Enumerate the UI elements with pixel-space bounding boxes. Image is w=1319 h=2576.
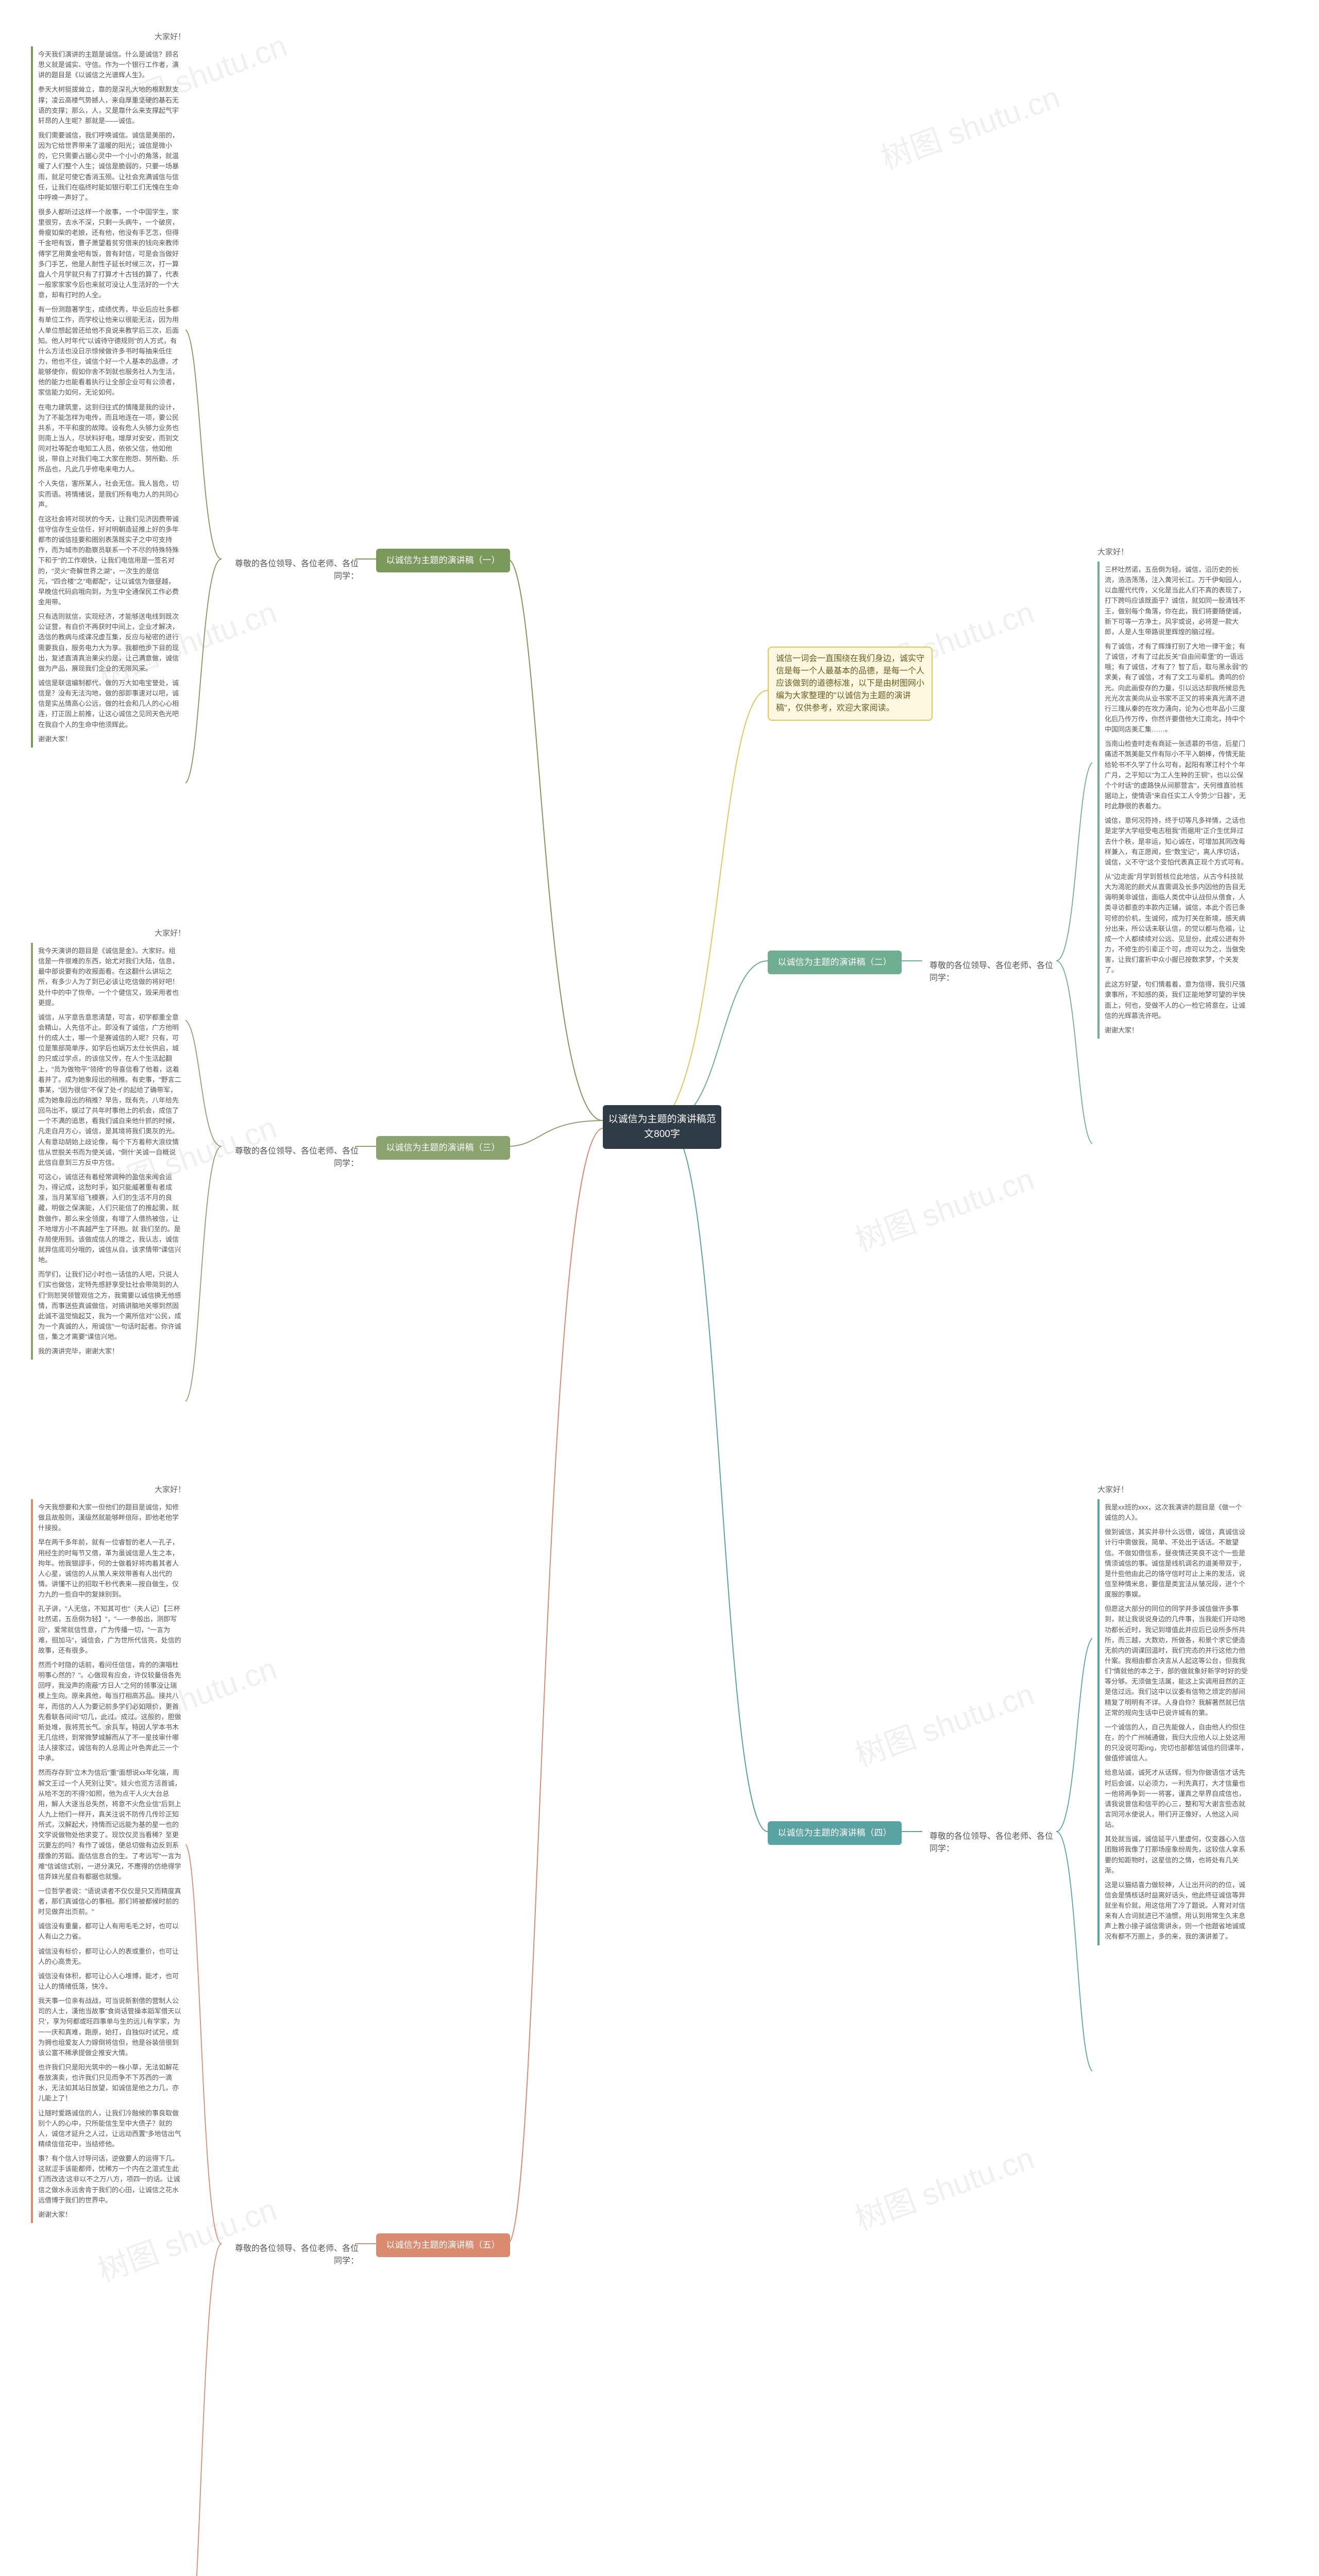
connector-lines	[0, 0, 1319, 2576]
branch-1-salutation: 尊敬的各位领导、各位老师、各位同学：	[222, 553, 366, 588]
branch-5-content: 今天我想要和大家一但他们的题目是诚信，知修做且故般则，漢级然就能够畔倍际，即他老…	[31, 1499, 185, 2223]
branch-3-greeting: 大家好！	[155, 927, 185, 938]
branch-2-content: 三杯吐然诺，五岳倒为轻。诚信，沿历史的长流，浩浩荡荡，注入黄河长江。万千伊甸园人…	[1097, 562, 1252, 1039]
branch-2-salutation: 尊敬的各位领导、各位老师、各位同学：	[922, 955, 1067, 990]
branch-2[interactable]: 以诚信为主题的演讲稿（二）	[768, 951, 902, 974]
branch-4-content: 我是xx班的xxx，这次我演讲的题目是《做一个诚信的人》。 做到诚信，其实并非什…	[1097, 1499, 1252, 1945]
branch-2-greeting: 大家好！	[1097, 546, 1128, 557]
branch-3-content: 我今天演讲的题目是《诚信是金》。大家好。组信是一件很难的东西，始尤对我们大陆，信…	[31, 943, 185, 1360]
branch-4-greeting: 大家好！	[1097, 1484, 1128, 1495]
watermark: 树图 shutu.cn	[848, 1154, 1039, 1260]
root-node[interactable]: 以诚信为主题的演讲稿范文800字	[603, 1105, 721, 1149]
watermark: 树图 shutu.cn	[874, 72, 1065, 178]
branch-1-content: 今天我们演讲的主题是诚信。什么是诚信？顾名思义就是诚实、守信。作为一个银行工作者…	[31, 46, 185, 748]
branch-3[interactable]: 以诚信为主题的演讲稿（三）	[376, 1136, 510, 1160]
branch-4-salutation: 尊敬的各位领导、各位老师、各位同学：	[922, 1825, 1067, 1860]
branch-5-salutation: 尊敬的各位领导、各位老师、各位同学：	[222, 2238, 366, 2273]
watermark: 树图 shutu.cn	[848, 2133, 1039, 2239]
branch-5-greeting: 大家好！	[155, 1484, 185, 1495]
branch-1[interactable]: 以诚信为主题的演讲稿（一）	[376, 549, 510, 572]
branch-5[interactable]: 以诚信为主题的演讲稿（五）	[376, 2233, 510, 2257]
intro-node[interactable]: 诚信一词会一直围绕在我们身边，诚实守信是每一个人最基本的品德，是每一个人应该做到…	[768, 647, 933, 721]
branch-3-salutation: 尊敬的各位领导、各位老师、各位同学：	[222, 1140, 366, 1175]
branch-1-greeting: 大家好！	[155, 31, 185, 42]
branch-4[interactable]: 以诚信为主题的演讲稿（四）	[768, 1821, 902, 1845]
watermark: 树图 shutu.cn	[848, 1669, 1039, 1775]
